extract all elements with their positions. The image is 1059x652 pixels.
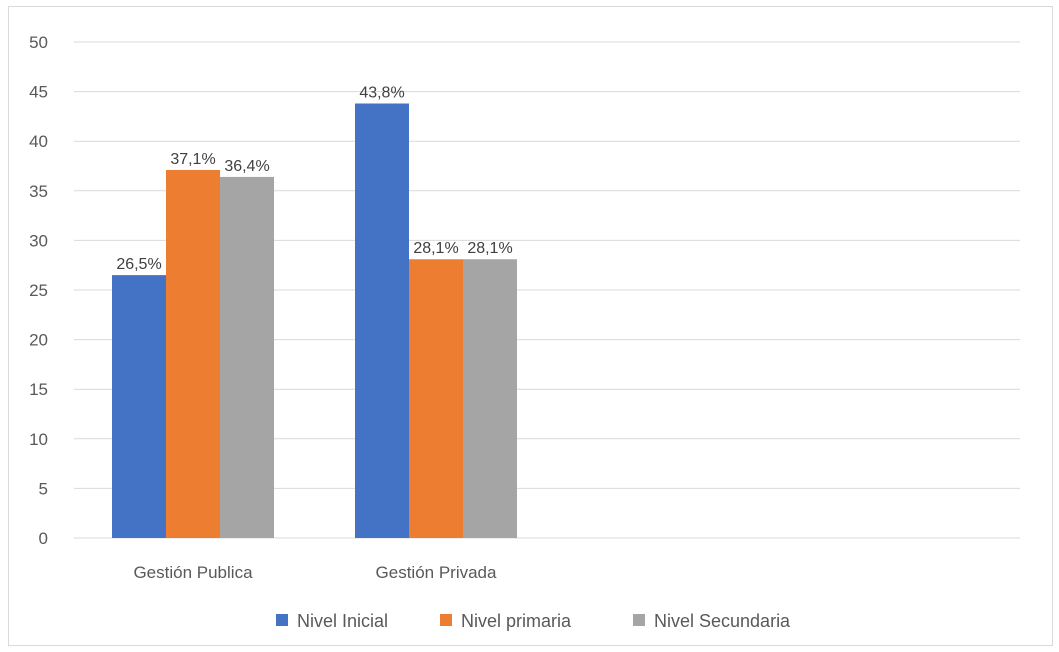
x-axis-categories: Gestión Publica Gestión Privada <box>133 563 497 582</box>
bars <box>112 103 517 539</box>
y-tick-label: 20 <box>29 331 48 350</box>
legend-label: Nivel Inicial <box>297 611 388 631</box>
y-tick-label: 5 <box>39 479 48 498</box>
bar-nivel-secundaria-0 <box>220 176 274 539</box>
bar-nivel-secundaria-1 <box>463 259 517 538</box>
legend-swatch <box>440 614 452 626</box>
y-tick-label: 35 <box>29 182 48 201</box>
y-tick-label: 30 <box>29 231 48 250</box>
x-category-label: Gestión Privada <box>376 563 497 582</box>
data-label: 37,1% <box>170 151 215 168</box>
y-tick-label: 45 <box>29 83 48 102</box>
legend-label: Nivel primaria <box>461 611 572 631</box>
bar-nivel-primaria-0 <box>166 169 220 538</box>
bar-nivel-inicial-0 <box>112 275 166 538</box>
y-tick-label: 40 <box>29 132 48 151</box>
y-tick-label: 15 <box>29 380 48 399</box>
data-label: 36,4% <box>224 158 269 175</box>
y-tick-label: 25 <box>29 281 48 300</box>
bar-nivel-primaria-1 <box>409 259 463 538</box>
data-label: 28,1% <box>467 240 512 257</box>
y-tick-label: 0 <box>39 529 48 548</box>
data-label: 28,1% <box>413 240 458 257</box>
data-labels: 26,5% 37,1% 36,4% 43,8% 28,1% 28,1% <box>116 85 512 274</box>
x-category-label: Gestión Publica <box>133 563 253 582</box>
legend-label: Nivel Secundaria <box>654 611 791 631</box>
y-tick-label: 10 <box>29 430 48 449</box>
data-label: 43,8% <box>359 85 404 102</box>
bar-nivel-inicial-1 <box>355 103 409 538</box>
data-label: 26,5% <box>116 256 161 273</box>
legend-swatch <box>633 614 645 626</box>
y-axis-ticks: 0 5 10 15 20 25 30 35 40 45 50 <box>29 33 48 548</box>
legend: Nivel Inicial Nivel primaria Nivel Secunda… <box>276 611 791 631</box>
legend-swatch <box>276 614 288 626</box>
y-tick-label: 50 <box>29 33 48 52</box>
